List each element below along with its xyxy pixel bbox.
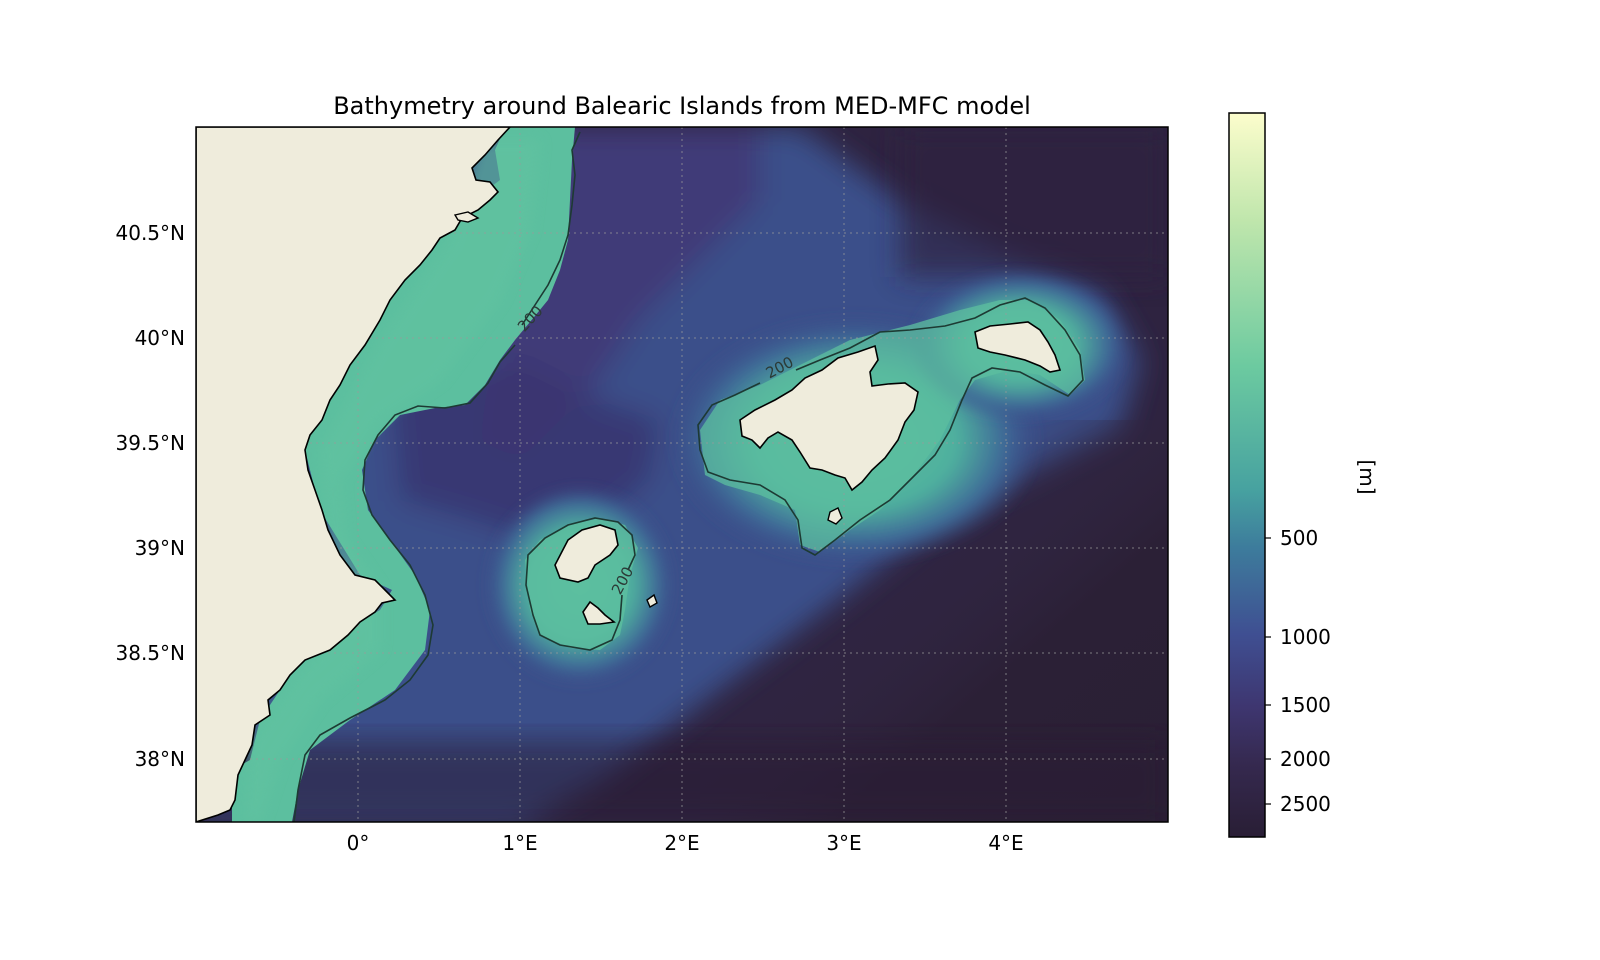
x-tick-label: 2°E <box>664 831 699 855</box>
colorbar: 500 1000 1500 2000 2500 [m] <box>1228 112 1379 838</box>
land-formentera <box>582 600 616 625</box>
contour-200m <box>293 131 1084 822</box>
colorbar-tick-label: 1000 <box>1280 625 1331 649</box>
colorbar-ticks <box>1265 537 1271 805</box>
y-tick-label: 38°N <box>135 747 185 771</box>
colorbar-tick-label: 2500 <box>1280 792 1331 816</box>
x-tick-label: 1°E <box>502 831 537 855</box>
y-tick-label: 38.5°N <box>116 641 186 665</box>
x-tick-label: 0° <box>347 831 370 855</box>
land-ibiza <box>554 524 619 583</box>
colorbar-tick-label: 2000 <box>1280 747 1331 771</box>
land-islet-columbretes <box>453 211 480 223</box>
y-tick-label: 40°N <box>135 326 185 350</box>
colorbar-tick-label: 500 <box>1280 526 1318 550</box>
colorbar-tick-label: 1500 <box>1280 693 1331 717</box>
iberian-shelf-inner <box>245 140 540 822</box>
abyssal-north <box>900 127 1168 277</box>
contour-200-mallorca <box>697 297 1084 556</box>
map-frame <box>195 126 1169 823</box>
y-tick-label: 40.5°N <box>116 221 186 245</box>
y-tick-label: 39.5°N <box>116 431 186 455</box>
land-cabrera <box>827 507 843 525</box>
y-tick-label: 39°N <box>135 536 185 560</box>
contour-200-ibiza <box>525 517 636 651</box>
y-axis: 38°N 38.5°N 39°N 39.5°N 40°N 40.5°N <box>116 221 186 771</box>
contour-200-iberia <box>293 131 581 822</box>
land-iberia <box>196 127 512 822</box>
land-mallorca <box>739 344 919 492</box>
map-area: 200 200 200 <box>196 127 1168 822</box>
x-tick-label: 4°E <box>988 831 1023 855</box>
x-tick-label: 3°E <box>826 831 861 855</box>
colorbar-ramp <box>1228 112 1266 838</box>
map-title: Bathymetry around Balearic Islands from … <box>333 92 1031 120</box>
x-axis: 0° 1°E 2°E 3°E 4°E <box>347 831 1024 855</box>
land-islet-east-ibiza <box>646 593 658 608</box>
land-menorca <box>974 321 1062 373</box>
colorbar-label: [m] <box>1355 459 1379 494</box>
